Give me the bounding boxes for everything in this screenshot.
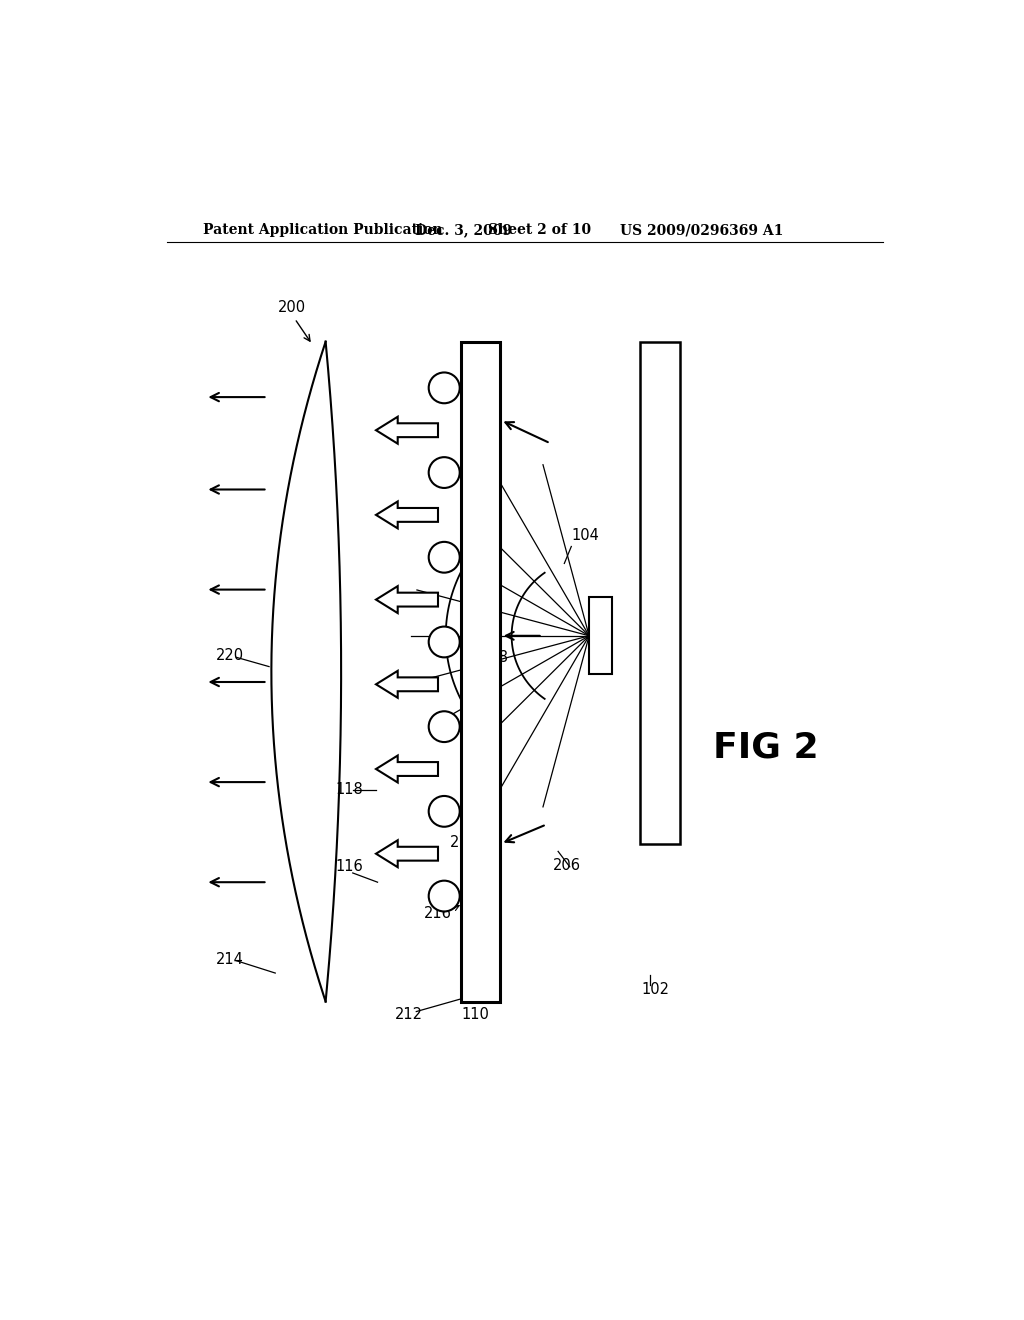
Text: Dec. 3, 2009: Dec. 3, 2009 — [415, 223, 512, 238]
Polygon shape — [376, 502, 438, 528]
Circle shape — [429, 457, 460, 488]
Text: US 2009/0296369 A1: US 2009/0296369 A1 — [621, 223, 783, 238]
Text: 218: 218 — [450, 834, 477, 850]
Text: Patent Application Publication: Patent Application Publication — [203, 223, 442, 238]
Polygon shape — [376, 755, 438, 783]
Text: 200: 200 — [279, 300, 306, 314]
Circle shape — [429, 372, 460, 404]
Text: 116: 116 — [336, 859, 364, 874]
Circle shape — [429, 796, 460, 826]
Text: Sheet 2 of 10: Sheet 2 of 10 — [487, 223, 591, 238]
Polygon shape — [376, 841, 438, 867]
Text: 104: 104 — [571, 528, 599, 544]
Polygon shape — [376, 671, 438, 698]
Text: 212: 212 — [395, 1007, 423, 1022]
Text: 214: 214 — [216, 952, 244, 966]
Text: 208: 208 — [480, 649, 509, 665]
Text: 102: 102 — [641, 982, 669, 998]
Text: 118: 118 — [336, 783, 364, 797]
Text: 216: 216 — [424, 906, 452, 920]
Text: FIG 2: FIG 2 — [713, 730, 819, 764]
Text: 206: 206 — [553, 858, 581, 873]
Text: 110: 110 — [461, 1007, 489, 1022]
Circle shape — [429, 880, 460, 911]
Bar — [589, 597, 612, 675]
Polygon shape — [376, 417, 438, 444]
Polygon shape — [376, 586, 438, 612]
Circle shape — [429, 711, 460, 742]
Bar — [640, 342, 680, 843]
Text: 220: 220 — [216, 648, 244, 663]
Circle shape — [429, 541, 460, 573]
Bar — [461, 342, 500, 1002]
Circle shape — [429, 627, 460, 657]
